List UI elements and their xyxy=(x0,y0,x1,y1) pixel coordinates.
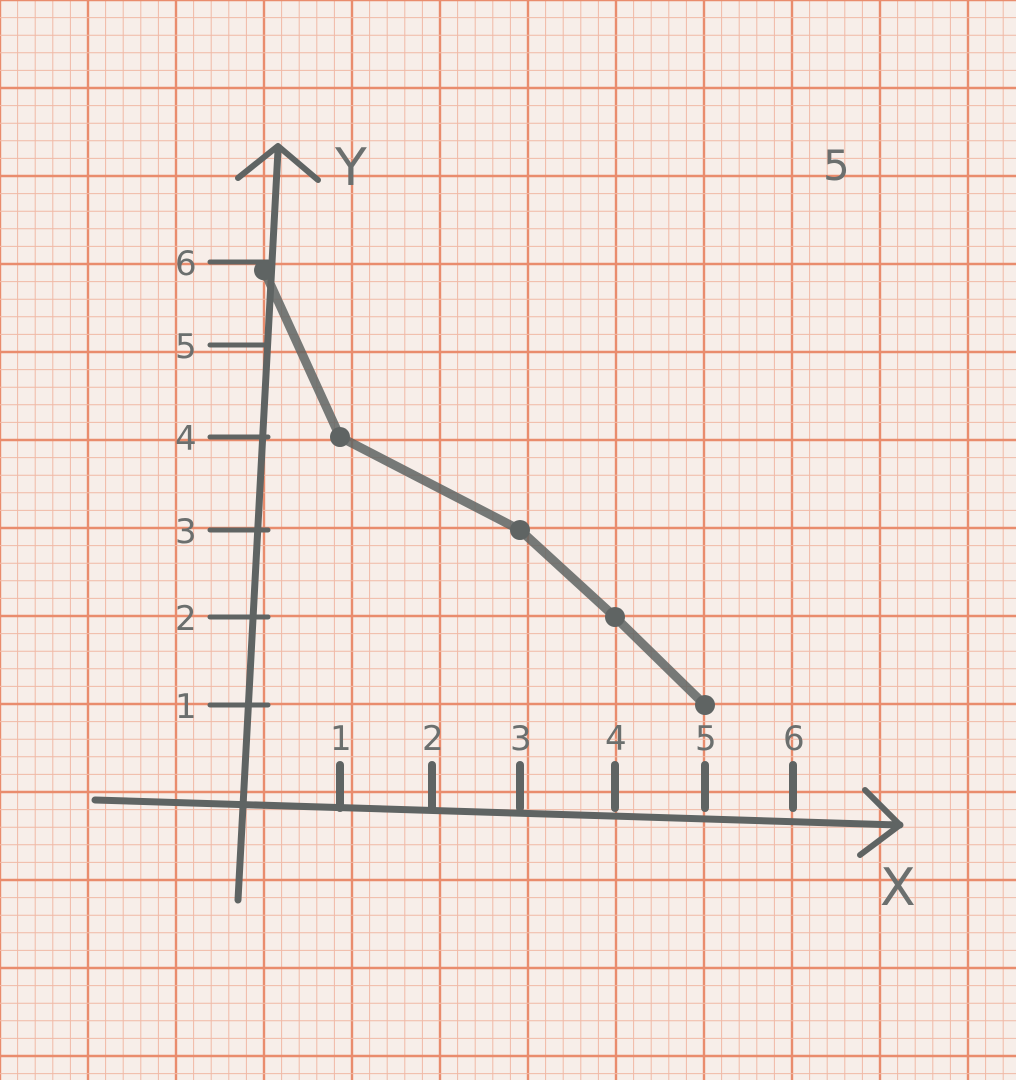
page-number: 5 xyxy=(823,141,850,190)
x-tick-label: 3 xyxy=(510,719,532,759)
y-tick-label: 2 xyxy=(175,599,197,639)
x-axis-arrowhead xyxy=(857,787,903,858)
y-tick-label: 4 xyxy=(175,419,197,459)
y-axis-label: Y xyxy=(334,138,367,198)
data-point xyxy=(695,695,715,715)
x-tick-label: 1 xyxy=(330,719,352,759)
tick-labels: 1 2 3 4 5 6 1 2 3 4 5 6 xyxy=(175,244,805,759)
line-chart: 1 2 3 4 5 6 1 2 3 4 5 6 Y X xyxy=(91,138,916,918)
tick-marks xyxy=(207,259,797,812)
data-point xyxy=(510,520,530,540)
x-axis-label: X xyxy=(880,858,916,918)
data-points xyxy=(254,260,715,715)
data-point xyxy=(330,427,350,447)
x-tick-label: 6 xyxy=(783,719,805,759)
y-tick-label: 6 xyxy=(175,244,197,284)
y-tick-label: 5 xyxy=(175,327,197,367)
y-tick-label: 3 xyxy=(175,512,197,552)
x-tick-label: 4 xyxy=(605,719,627,759)
y-tick-label: 1 xyxy=(175,687,197,727)
x-axis-line xyxy=(91,796,904,829)
data-point xyxy=(254,260,274,281)
y-axis-arrowhead xyxy=(235,143,321,183)
x-tick-label: 2 xyxy=(422,719,444,759)
x-tick-label: 5 xyxy=(695,719,717,759)
data-point xyxy=(605,607,625,627)
